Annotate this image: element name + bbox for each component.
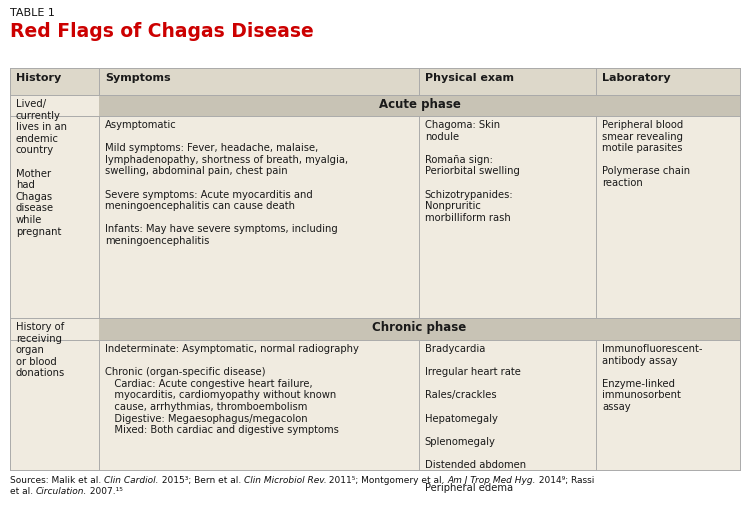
Text: Chronic phase: Chronic phase — [373, 322, 466, 334]
Text: Acute phase: Acute phase — [379, 98, 460, 111]
Text: Immunofluorescent-
antibody assay

Enzyme-linked
immunosorbent
assay: Immunofluorescent- antibody assay Enzyme… — [602, 344, 703, 412]
Text: History of
receiving
organ
or blood
donations: History of receiving organ or blood dona… — [16, 322, 65, 378]
Bar — [99, 95, 740, 116]
Text: Clin Microbiol Rev.: Clin Microbiol Rev. — [244, 476, 326, 485]
Text: Indeterminate: Asymptomatic, normal radiography

Chronic (organ-specific disease: Indeterminate: Asymptomatic, normal radi… — [105, 344, 359, 435]
Text: Sources: Malik et al.: Sources: Malik et al. — [10, 476, 104, 485]
Bar — [10, 68, 740, 470]
Text: Asymptomatic

Mild symptoms: Fever, headache, malaise,
lymphadenopathy, shortnes: Asymptomatic Mild symptoms: Fever, heada… — [105, 120, 348, 246]
Text: Bradycardia

Irregular heart rate

Rales/crackles

Hepatomegaly

Splenomegaly

D: Bradycardia Irregular heart rate Rales/c… — [424, 344, 526, 493]
Text: 2011⁵; Montgomery et al.: 2011⁵; Montgomery et al. — [326, 476, 448, 485]
Text: Laboratory: Laboratory — [602, 73, 670, 83]
Text: History: History — [16, 73, 62, 83]
Text: et al.: et al. — [10, 487, 36, 496]
Text: Clin Cardiol.: Clin Cardiol. — [104, 476, 159, 485]
Text: Peripheral blood
smear revealing
motile parasites

Polymerase chain
reaction: Peripheral blood smear revealing motile … — [602, 120, 690, 188]
Text: Am J Trop Med Hyg.: Am J Trop Med Hyg. — [448, 476, 536, 485]
Text: Lived/
currently
lives in an
endemic
country

Mother
had
Chagas
disease
while
pr: Lived/ currently lives in an endemic cou… — [16, 99, 67, 237]
Text: Chagoma: Skin
nodule

Romaña sign:
Periorbital swelling

Schizotrypanides:
Nonpr: Chagoma: Skin nodule Romaña sign: Perior… — [424, 120, 520, 223]
Text: 2007.¹⁵: 2007.¹⁵ — [87, 487, 123, 496]
Text: Red Flags of Chagas Disease: Red Flags of Chagas Disease — [10, 22, 314, 41]
Bar — [10, 68, 740, 95]
Text: 2015³; Bern et al.: 2015³; Bern et al. — [159, 476, 244, 485]
Text: Circulation.: Circulation. — [36, 487, 87, 496]
Text: TABLE 1: TABLE 1 — [10, 8, 55, 18]
Bar — [99, 318, 740, 340]
Text: Physical exam: Physical exam — [424, 73, 514, 83]
Text: Symptoms: Symptoms — [105, 73, 171, 83]
Text: 2014⁹; Rassi: 2014⁹; Rassi — [536, 476, 595, 485]
